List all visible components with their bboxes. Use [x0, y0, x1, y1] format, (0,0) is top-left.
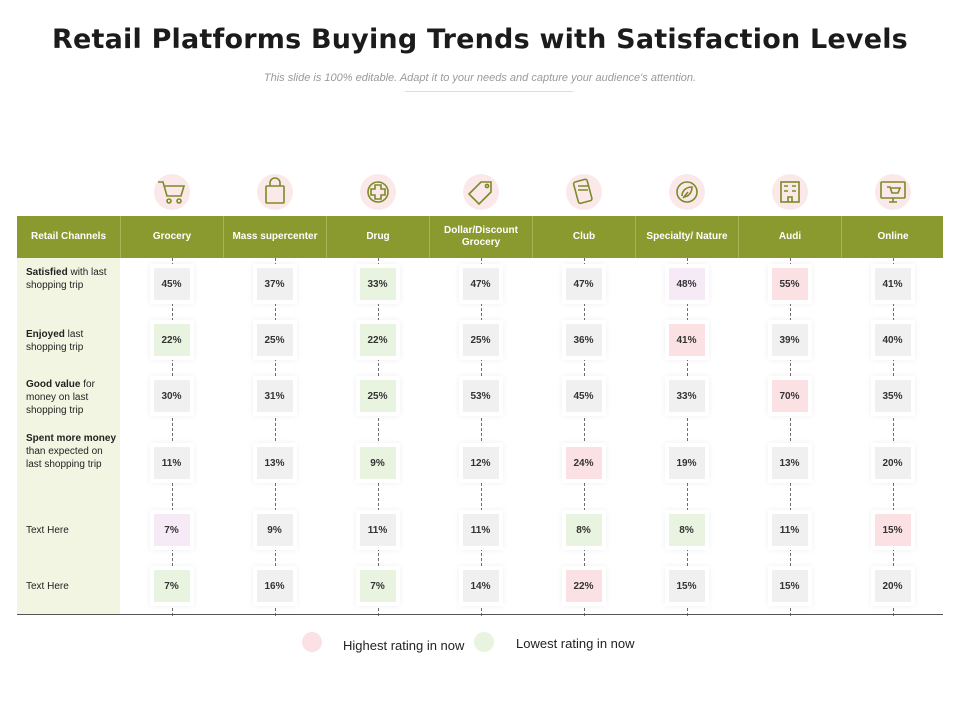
value-cell: 20%: [874, 447, 911, 479]
nature-leaf-icon: [663, 168, 711, 216]
value-cell: 25%: [359, 380, 396, 412]
row-label-column-bg: [17, 258, 120, 614]
value-cell: 33%: [359, 268, 396, 300]
value-cell: 7%: [153, 514, 190, 546]
card-icon: [560, 168, 608, 216]
subtitle-divider: [405, 91, 573, 92]
value-cell: 20%: [874, 570, 911, 602]
value-cell: 36%: [565, 324, 602, 356]
row-label: Text Here: [26, 581, 69, 592]
sale-tag-icon: [457, 168, 505, 216]
value-cell: 7%: [153, 570, 190, 602]
header-col-8: Online: [841, 216, 944, 258]
value-cell: 47%: [565, 268, 602, 300]
lowest-legend-dot: [474, 632, 494, 652]
row-label: Spent more money than expected on last s…: [26, 433, 117, 470]
value-cell: 39%: [771, 324, 808, 356]
table-bottom-border: [17, 614, 943, 615]
lowest-legend-label: Lowest rating in now: [516, 636, 635, 651]
value-cell: 19%: [668, 447, 705, 479]
computer-cart-icon: [869, 168, 917, 216]
table-header: Retail Channels Grocery Mass supercenter D…: [17, 216, 943, 258]
header-col-4: Dollar/Discount Grocery: [429, 216, 532, 258]
row-label: Good value for money on last shopping tr…: [26, 379, 95, 416]
column-connector: [274, 258, 276, 616]
value-cell: 22%: [359, 324, 396, 356]
value-cell: 11%: [771, 514, 808, 546]
value-cell: 31%: [256, 380, 293, 412]
header-retail-channels: Retail Channels: [30, 231, 107, 242]
value-cell: 22%: [565, 570, 602, 602]
page-subtitle: This slide is 100% editable. Adapt it to…: [263, 72, 697, 84]
value-cell: 48%: [668, 268, 705, 300]
medical-cross-icon: [354, 168, 402, 216]
value-cell: 55%: [771, 268, 808, 300]
value-cell: 9%: [256, 514, 293, 546]
value-cell: 7%: [359, 570, 396, 602]
value-cell: 11%: [153, 447, 190, 479]
header-col-3: Drug: [326, 216, 429, 258]
value-cell: 12%: [462, 447, 499, 479]
value-cell: 15%: [668, 570, 705, 602]
value-cell: 16%: [256, 570, 293, 602]
value-cell: 15%: [771, 570, 808, 602]
value-cell: 8%: [565, 514, 602, 546]
column-connector: [686, 258, 688, 616]
shopping-bag-icon: [251, 168, 299, 216]
column-connector: [377, 258, 379, 616]
value-cell: 13%: [256, 447, 293, 479]
row-label: Enjoyed last shopping trip: [26, 329, 84, 353]
value-cell: 15%: [874, 514, 911, 546]
value-cell: 70%: [771, 380, 808, 412]
row-label: Satisfied with last shopping trip: [26, 267, 107, 291]
value-cell: 22%: [153, 324, 190, 356]
value-cell: 25%: [256, 324, 293, 356]
value-cell: 37%: [256, 268, 293, 300]
highest-legend-label: Highest rating in now: [343, 638, 465, 653]
value-cell: 40%: [874, 324, 911, 356]
building-icon: [766, 168, 814, 216]
column-connector: [583, 258, 585, 616]
header-col-6: Specialty/ Nature: [635, 216, 738, 258]
shopping-cart-icon: [148, 168, 196, 216]
page-title: Retail Platforms Buying Trends with Sati…: [52, 24, 908, 55]
value-cell: 30%: [153, 380, 190, 412]
value-cell: 47%: [462, 268, 499, 300]
value-cell: 14%: [462, 570, 499, 602]
value-cell: 8%: [668, 514, 705, 546]
highest-legend-dot: [302, 632, 322, 652]
channel-icons-row: [120, 168, 942, 216]
column-connector: [171, 258, 173, 616]
value-cell: 35%: [874, 380, 911, 412]
row-label: Text Here: [26, 525, 69, 536]
value-cell: 11%: [462, 514, 499, 546]
value-cell: 9%: [359, 447, 396, 479]
column-connector: [480, 258, 482, 616]
value-cell: 41%: [874, 268, 911, 300]
value-cell: 45%: [153, 268, 190, 300]
header-col-2: Mass supercenter: [223, 216, 326, 258]
column-connector: [892, 258, 894, 616]
column-connector: [789, 258, 791, 616]
value-cell: 25%: [462, 324, 499, 356]
value-cell: 11%: [359, 514, 396, 546]
value-cell: 33%: [668, 380, 705, 412]
value-cell: 45%: [565, 380, 602, 412]
header-col-5: Club: [532, 216, 635, 258]
header-col-1: Grocery: [120, 216, 223, 258]
value-cell: 24%: [565, 447, 602, 479]
value-cell: 41%: [668, 324, 705, 356]
header-col-7: Audi: [738, 216, 841, 258]
value-cell: 53%: [462, 380, 499, 412]
value-cell: 13%: [771, 447, 808, 479]
